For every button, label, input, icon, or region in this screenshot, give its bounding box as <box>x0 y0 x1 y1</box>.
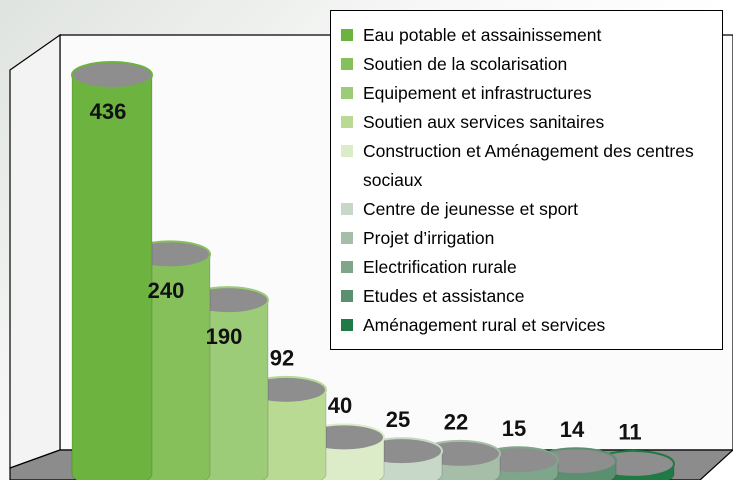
legend-label: Aménagement rural et services <box>363 315 606 335</box>
data-label: 40 <box>328 393 352 418</box>
legend-swatch <box>341 261 353 273</box>
legend-label: Soutien aux services sanitaires <box>363 112 605 132</box>
legend-label: Construction et Aménagement des centres … <box>363 141 694 190</box>
legend-swatch <box>341 29 353 41</box>
data-label: 92 <box>270 346 294 371</box>
data-label: 14 <box>560 417 585 442</box>
legend-item: Eau potable et assainissement <box>341 21 722 50</box>
legend-swatch <box>341 87 353 99</box>
data-label: 11 <box>618 420 641 445</box>
data-label: 25 <box>386 407 410 432</box>
side-wall <box>9 33 61 469</box>
legend-swatch <box>341 319 353 331</box>
legend-item: Construction et Aménagement des centres … <box>341 137 722 195</box>
legend-item: Soutien aux services sanitaires <box>341 108 722 137</box>
legend-label: Electrification rurale <box>363 257 517 277</box>
legend-swatch <box>341 58 353 70</box>
data-label: 436 <box>90 99 127 124</box>
legend-label: Etudes et assistance <box>363 286 525 306</box>
legend-swatch <box>341 116 353 128</box>
legend-item: Aménagement rural et services <box>341 311 722 340</box>
bar <box>71 74 153 480</box>
legend-item: Soutien de la scolarisation <box>341 50 722 79</box>
legend-swatch <box>341 290 353 302</box>
legend-label: Projet d’irrigation <box>363 228 495 248</box>
legend-item: Etudes et assistance <box>341 282 722 311</box>
legend-swatch <box>341 203 353 215</box>
data-label: 22 <box>444 410 468 435</box>
legend-item: Equipement et infrastructures <box>341 79 722 108</box>
legend-swatch <box>341 232 353 244</box>
data-label: 240 <box>148 278 185 303</box>
legend: Eau potable et assainissement Soutien de … <box>330 10 723 350</box>
legend-item: Electrification rurale <box>341 253 722 282</box>
legend-swatch <box>341 145 353 157</box>
data-label: 15 <box>502 416 526 441</box>
legend-label: Centre de jeunesse et sport <box>363 199 578 219</box>
legend-label: Eau potable et assainissement <box>363 25 602 45</box>
legend-item: Projet d’irrigation <box>341 224 722 253</box>
bar-top <box>71 61 153 90</box>
legend-label: Equipement et infrastructures <box>363 83 592 103</box>
legend-item: Centre de jeunesse et sport <box>341 195 722 224</box>
data-label: 190 <box>206 324 243 349</box>
legend-label: Soutien de la scolarisation <box>363 54 568 74</box>
